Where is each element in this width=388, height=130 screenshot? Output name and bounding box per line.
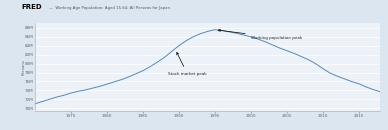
Text: —  Working-Age Population: Aged 15-64: All Persons for Japan: — Working-Age Population: Aged 15-64: Al… — [49, 6, 170, 10]
Text: Stock market peak: Stock market peak — [168, 53, 207, 76]
Text: Working population peak: Working population peak — [218, 29, 302, 40]
Y-axis label: Persons: Persons — [22, 59, 26, 75]
Text: FRED: FRED — [21, 4, 42, 10]
